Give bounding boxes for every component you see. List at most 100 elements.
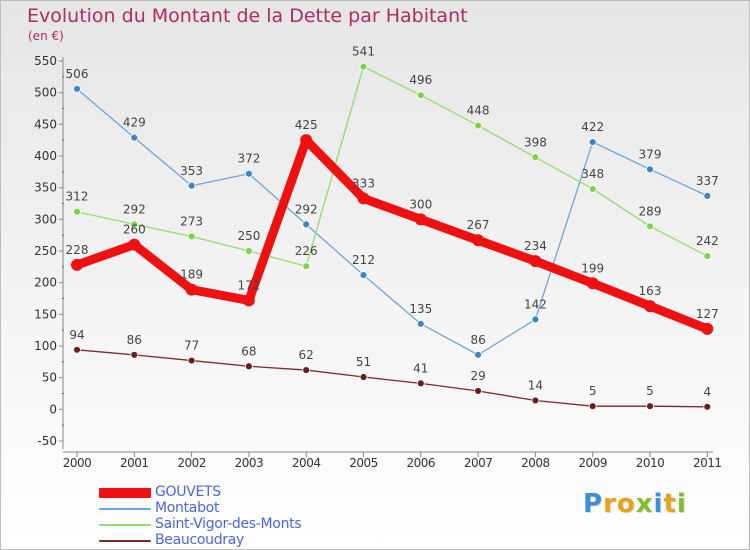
beaucoudray-data-label: 51: [356, 355, 371, 369]
logo-letter: r: [603, 489, 617, 519]
beaucoudray-point: [703, 402, 712, 411]
montabot-data-label: 337: [696, 174, 719, 188]
saint-vigor-des-monts-data-label: 398: [524, 135, 547, 149]
beaucoudray-point: [588, 402, 597, 411]
gouvets-point: [529, 255, 542, 268]
montabot-point: [588, 138, 597, 146]
montabot-data-label: 429: [123, 116, 146, 130]
saint-vigor-des-monts-point: [416, 91, 425, 100]
beaucoudray-point: [302, 366, 311, 374]
gouvets-point: [414, 213, 427, 226]
x-tick-label: 2008: [521, 456, 550, 470]
gouvets-data-label: 199: [581, 261, 604, 275]
montabot-data-label: 422: [581, 120, 604, 134]
y-tick-label: 0: [49, 402, 57, 416]
x-tick-label: 2005: [349, 456, 378, 470]
legend-label: Beaucoudray: [155, 532, 245, 548]
legend-swatch: [99, 524, 151, 526]
saint-vigor-des-monts-point: [359, 62, 368, 71]
saint-vigor-des-monts-point: [187, 232, 196, 241]
montabot-data-label: 212: [352, 253, 375, 267]
legend-label: Montabot: [155, 500, 220, 516]
montabot-data-label: 379: [639, 147, 662, 161]
beaucoudray-data-label: 4: [703, 385, 711, 399]
gouvets-point: [644, 300, 656, 313]
x-tick-label: 2002: [177, 456, 206, 470]
gouvets-data-label: 234: [524, 239, 547, 253]
montabot-point: [73, 84, 81, 93]
legend-swatch: [99, 540, 151, 542]
saint-vigor-des-monts-data-label: 292: [123, 202, 146, 216]
gouvets-data-label: 228: [66, 243, 89, 257]
x-tick-label: 2003: [235, 456, 264, 470]
gouvets-point: [242, 294, 255, 307]
montabot-point: [187, 181, 196, 190]
y-tick-label: 50: [42, 371, 57, 385]
saint-vigor-des-monts-point: [703, 252, 712, 260]
x-tick-label: 2011: [693, 456, 722, 470]
logo-letter: x: [635, 489, 654, 519]
beaucoudray-point: [130, 350, 139, 359]
montabot-data-label: 135: [409, 302, 432, 316]
y-tick-label: 500: [34, 86, 57, 100]
saint-vigor-des-monts-line: [76, 66, 708, 267]
legend-label: Saint-Vigor-des-Monts: [155, 516, 302, 532]
beaucoudray-data-label: 68: [241, 344, 256, 358]
y-tick-label: 400: [34, 149, 57, 163]
montabot-point: [531, 315, 540, 324]
beaucoudray-point: [359, 373, 368, 381]
beaucoudray-point: [646, 402, 654, 411]
x-tick-label: 2001: [120, 456, 149, 470]
beaucoudray-data-label: 14: [528, 378, 543, 392]
x-tick-label: 2007: [464, 456, 493, 470]
montabot-point: [302, 220, 311, 229]
gouvets-data-label: 260: [123, 223, 146, 237]
y-tick-label: 200: [34, 276, 57, 290]
x-tick-label: 2010: [636, 456, 665, 470]
beaucoudray-point: [531, 396, 540, 405]
logo-letter: P: [583, 489, 604, 519]
saint-vigor-des-monts-data-label: 250: [237, 229, 260, 243]
gouvets-point: [71, 258, 83, 271]
saint-vigor-des-monts-point: [244, 247, 253, 255]
montabot-data-label: 292: [295, 202, 318, 216]
beaucoudray-data-label: 94: [69, 328, 84, 342]
gouvets-point: [701, 322, 714, 335]
legend-swatch: [99, 488, 151, 498]
beaucoudray-point: [416, 379, 425, 388]
y-tick-label: 100: [34, 339, 57, 353]
beaucoudray-data-label: 62: [299, 348, 314, 362]
chart-subtitle: (en €): [28, 29, 64, 43]
logo-letter: t: [663, 489, 677, 519]
montabot-point: [244, 169, 253, 178]
gouvets-data-label: 189: [180, 268, 203, 282]
x-tick-label: 2006: [407, 456, 436, 470]
gouvets-point: [472, 234, 485, 247]
y-tick-label: 450: [34, 117, 57, 131]
beaucoudray-data-label: 5: [589, 384, 597, 398]
saint-vigor-des-monts-data-label: 496: [409, 73, 432, 87]
beaucoudray-point: [474, 387, 483, 395]
y-tick-label: 250: [34, 244, 57, 258]
logo-letter: i: [653, 489, 664, 519]
saint-vigor-des-monts-data-label: 242: [696, 234, 719, 248]
beaucoudray-data-label: 29: [470, 369, 485, 383]
gouvets-data-label: 172: [237, 278, 260, 292]
gouvets-line: [72, 135, 712, 334]
x-tick-label: 2000: [63, 456, 92, 470]
montabot-line: [76, 88, 708, 356]
gouvets-point: [185, 283, 198, 296]
y-tick-label: 150: [34, 307, 57, 321]
montabot-data-label: 142: [524, 297, 547, 311]
beaucoudray-data-label: 41: [413, 361, 428, 375]
beaucoudray-point: [244, 362, 253, 371]
montabot-point: [416, 319, 425, 328]
logo-letter: i: [676, 489, 687, 519]
saint-vigor-des-monts-point: [130, 220, 139, 229]
saint-vigor-des-monts-data-label: 273: [180, 214, 203, 228]
beaucoudray-data-label: 86: [127, 333, 142, 347]
gouvets-data-label: 300: [409, 197, 432, 211]
x-tick-label: 2004: [292, 456, 321, 470]
gouvets-data-label: 425: [295, 118, 318, 132]
montabot-point: [474, 350, 483, 359]
